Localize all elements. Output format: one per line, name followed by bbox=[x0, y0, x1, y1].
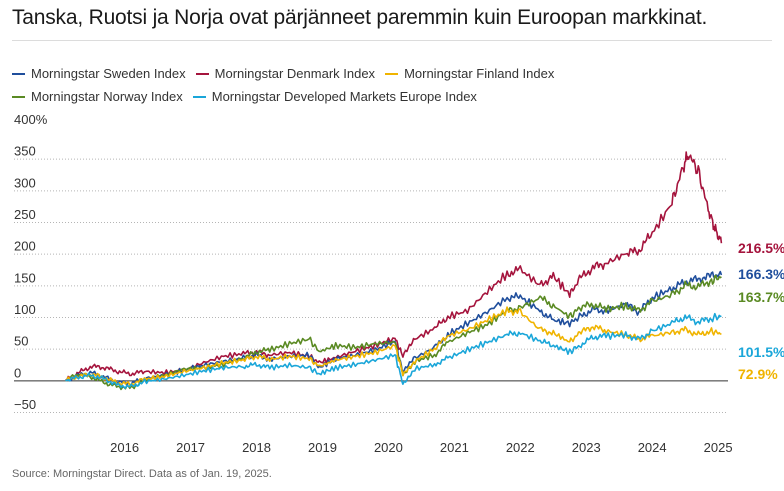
x-tick-label: 2021 bbox=[440, 440, 469, 455]
gridlines bbox=[14, 158, 728, 413]
y-axis-ticks: 400% 350 300 250 200 150 100 50 0 −50 bbox=[14, 112, 48, 412]
source-note: Source: Morningstar Direct. Data as of J… bbox=[12, 468, 272, 480]
legend-label: Morningstar Developed Markets Europe Ind… bbox=[211, 89, 477, 104]
y-tick-label: 350 bbox=[14, 144, 36, 159]
series-line bbox=[65, 312, 722, 389]
series-end-label: 166.3% bbox=[738, 266, 784, 282]
series-end-label: 101.5% bbox=[738, 344, 784, 360]
legend-item: Morningstar Sweden Index bbox=[12, 62, 186, 85]
title-divider bbox=[12, 40, 772, 41]
x-tick-label: 2016 bbox=[110, 440, 139, 455]
x-tick-label: 2023 bbox=[572, 440, 601, 455]
x-tick-label: 2019 bbox=[308, 440, 337, 455]
legend-item: Morningstar Norway Index bbox=[12, 85, 183, 108]
x-axis-ticks: 2016 2017 2018 2019 2020 2021 2022 2023 2024 2025 bbox=[110, 440, 732, 455]
legend-item: Morningstar Developed Markets Europe Ind… bbox=[192, 85, 477, 108]
legend-item: Morningstar Finland Index bbox=[385, 62, 554, 85]
x-tick-label: 2017 bbox=[176, 440, 205, 455]
chart-title: Tanska, Ruotsi ja Norja ovat pärjänneet … bbox=[12, 6, 708, 29]
x-tick-label: 2025 bbox=[704, 440, 733, 455]
y-tick-label: 300 bbox=[14, 175, 36, 190]
legend-label: Morningstar Denmark Index bbox=[214, 66, 376, 81]
legend-label: Morningstar Norway Index bbox=[31, 89, 183, 104]
legend-swatch bbox=[12, 95, 25, 98]
y-tick-label: 100 bbox=[14, 302, 36, 317]
legend-item: Morningstar Denmark Index bbox=[195, 62, 376, 85]
y-tick-label: 150 bbox=[14, 270, 36, 285]
y-tick-label: −50 bbox=[14, 397, 36, 412]
series-line bbox=[65, 270, 723, 386]
legend-label: Morningstar Sweden Index bbox=[31, 66, 186, 81]
y-tick-label: 250 bbox=[14, 207, 36, 222]
legend-swatch bbox=[195, 72, 209, 75]
legend-swatch bbox=[385, 72, 399, 75]
series-end-label: 216.5% bbox=[738, 240, 784, 256]
x-tick-label: 2024 bbox=[638, 440, 667, 455]
legend-label: Morningstar Finland Index bbox=[404, 66, 555, 81]
y-tick-label: 200 bbox=[14, 239, 36, 254]
x-tick-label: 2020 bbox=[374, 440, 403, 455]
series-end-label: 72.9% bbox=[738, 366, 778, 382]
series-line bbox=[65, 274, 722, 391]
series-lines bbox=[65, 151, 723, 391]
y-tick-label: 50 bbox=[14, 334, 28, 349]
x-tick-label: 2018 bbox=[242, 440, 271, 455]
legend-swatch bbox=[12, 72, 25, 75]
y-tick-label: 400% bbox=[14, 112, 48, 127]
series-end-label: 163.7% bbox=[738, 289, 784, 305]
legend-swatch bbox=[192, 95, 206, 98]
end-labels: 166.3% 216.5% 72.9% 163.7% 101.5% bbox=[738, 240, 784, 382]
y-tick-label: 0 bbox=[14, 365, 21, 380]
series-line bbox=[65, 151, 723, 382]
legend: Morningstar Sweden Index Morningstar Denm… bbox=[12, 62, 712, 108]
x-tick-label: 2022 bbox=[506, 440, 535, 455]
